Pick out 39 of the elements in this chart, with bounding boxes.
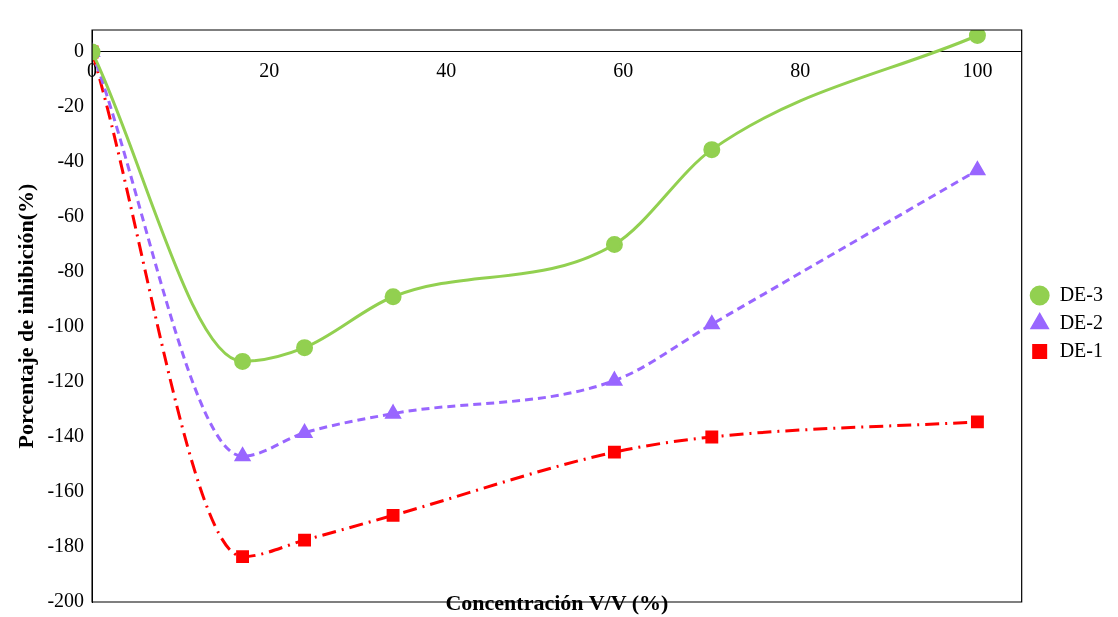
point — [605, 236, 623, 253]
y-axis-title: Porcentaje de inhibición(%) — [12, 183, 38, 449]
point — [607, 445, 621, 459]
y-tick-label: -120 — [47, 369, 85, 392]
x-tick-label: 80 — [790, 59, 811, 82]
point — [703, 141, 721, 159]
point — [704, 315, 720, 330]
point — [968, 30, 986, 44]
point — [606, 372, 622, 386]
point — [236, 550, 250, 564]
legend-label: DE-1 — [1059, 338, 1104, 361]
point — [296, 424, 313, 438]
point — [298, 533, 311, 547]
point — [235, 447, 251, 462]
point — [296, 339, 314, 357]
point — [234, 352, 252, 370]
point — [386, 508, 400, 522]
legend-label: DE-2 — [1059, 310, 1104, 333]
y-tick-label: -160 — [47, 479, 85, 502]
y-tick-label: -180 — [47, 534, 85, 557]
x-tick-label: 60 — [613, 59, 634, 82]
x-tick-label: 40 — [436, 59, 457, 82]
y-tick-label: -40 — [57, 149, 85, 172]
y-tick-label: -60 — [57, 204, 85, 227]
x-tick-label: 20 — [259, 59, 280, 82]
x-tick-label: 100 — [962, 59, 993, 82]
legend-label: DE-3 — [1059, 282, 1104, 305]
point — [969, 161, 985, 176]
y-tick-label: -80 — [57, 259, 85, 282]
y-tick-label: -100 — [47, 314, 85, 337]
point — [385, 405, 401, 419]
y-tick-label: -20 — [57, 94, 85, 117]
y-tick-label: -140 — [47, 424, 85, 447]
y-tick-label: -200 — [47, 589, 85, 612]
point — [970, 415, 984, 429]
point — [705, 430, 719, 444]
y-tick-label: 0 — [74, 39, 85, 62]
x-axis-title: Concentración V/V (%) — [445, 589, 669, 615]
point — [384, 288, 402, 306]
